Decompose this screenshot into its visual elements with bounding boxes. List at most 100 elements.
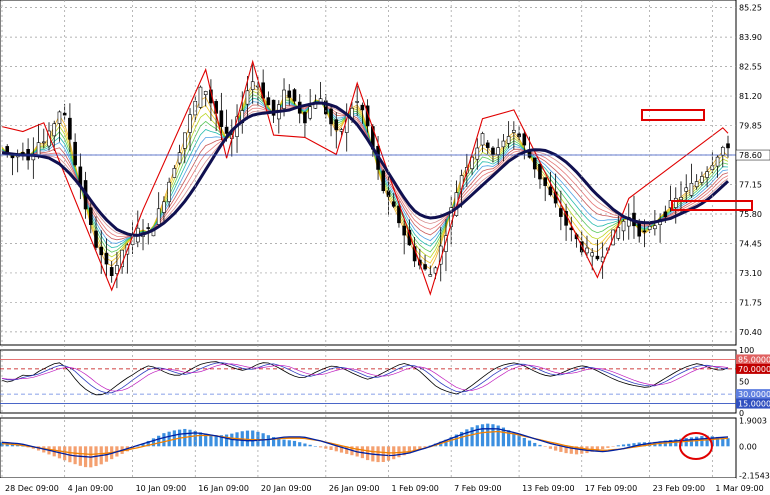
price-axis-label: 77.15 <box>739 181 762 190</box>
support-box <box>671 200 753 211</box>
macd-histogram-bar <box>721 437 725 447</box>
macd-histogram-bar <box>151 438 156 447</box>
macd-histogram-bar <box>559 446 563 452</box>
macd-histogram-bar <box>287 440 291 447</box>
macd-histogram-bar <box>564 446 568 454</box>
price-plot-area <box>0 0 737 346</box>
macd-histogram-bar <box>715 436 720 447</box>
time-axis-bg <box>0 478 736 495</box>
macd-histogram-bar <box>282 439 286 447</box>
macd-axis-label: -2.1543 <box>739 471 770 480</box>
candle-body <box>156 208 161 225</box>
moving-average-line <box>1 97 729 249</box>
stochastic-axis-label: 70.0000 <box>738 365 770 374</box>
macd-histogram-bar <box>465 429 469 447</box>
macd-histogram-bar <box>548 446 553 449</box>
candle-body <box>532 157 537 170</box>
macd-histogram-bar <box>695 436 699 447</box>
candle-body <box>99 246 104 256</box>
price-axis-label: 82.55 <box>739 63 762 72</box>
macd-histogram-bar <box>188 429 192 447</box>
macd-histogram-bar <box>319 446 323 448</box>
candle-body <box>653 225 657 230</box>
candle-body <box>198 86 203 108</box>
time-axis-label: 26 Jan 09:00 <box>329 484 380 493</box>
macd-axis-label: 1.9003 <box>739 417 767 426</box>
candle-body <box>454 192 459 216</box>
candle-body <box>543 177 547 186</box>
candle-body <box>266 97 271 106</box>
price-axis-label: 71.75 <box>739 298 762 307</box>
macd-histogram-bar <box>480 424 485 447</box>
candle-body <box>705 171 709 178</box>
candle-body <box>245 90 250 105</box>
candle-body <box>621 220 626 232</box>
macd-histogram-bar <box>574 446 579 455</box>
macd-histogram-bar <box>266 435 270 447</box>
macd-histogram-bar <box>522 437 526 447</box>
candle-body <box>355 101 359 103</box>
candle-body <box>177 152 182 164</box>
candle-body <box>559 208 563 217</box>
macd-histogram-bar <box>700 436 704 447</box>
candle-body <box>57 111 62 124</box>
macd-histogram-bar <box>413 446 417 452</box>
macd-panel[interactable]: 1.9003 0.00 -2.1543 <box>0 417 770 481</box>
candle-body <box>527 151 532 158</box>
price-panel[interactable]: 85.2583.9082.5581.2079.8578.5077.1575.80… <box>0 0 770 346</box>
macd-histogram-bar <box>533 442 537 447</box>
candle-body <box>94 230 98 248</box>
macd-histogram-bar <box>303 443 307 447</box>
candle-body <box>679 197 683 201</box>
macd-histogram-bar <box>486 423 490 447</box>
macd-histogram-bar <box>313 446 317 447</box>
candle-body <box>88 207 93 225</box>
macd-histogram-bar <box>402 446 406 456</box>
macd-histogram-bar <box>491 424 495 447</box>
macd-histogram-bar <box>507 430 511 447</box>
candle-body <box>303 112 307 124</box>
candle-body <box>271 99 276 116</box>
price-axis-label: 70.40 <box>739 328 762 337</box>
candle-body <box>381 170 386 192</box>
candle-body <box>203 91 208 96</box>
candle-body <box>167 181 171 202</box>
candle-body <box>642 230 647 233</box>
macd-histogram-bar <box>460 431 464 447</box>
macd-histogram-bar <box>470 427 474 447</box>
time-axis-label: 10 Jan 09:00 <box>136 484 187 493</box>
macd-histogram-bar <box>423 446 427 448</box>
candle-body <box>522 133 527 146</box>
main-moving-average <box>1 101 730 237</box>
candle-body <box>720 147 725 156</box>
price-axis-label: 73.10 <box>739 269 762 278</box>
macd-histogram-bar <box>146 440 150 447</box>
candle-body <box>36 142 41 156</box>
macd-histogram-bar <box>324 446 328 449</box>
level-tag <box>736 363 770 374</box>
candle-body <box>282 89 286 109</box>
candle-body <box>694 181 699 188</box>
macd-histogram-bar <box>26 446 30 448</box>
candle-body <box>480 133 485 146</box>
zigzag-line <box>1 59 729 296</box>
candle-body <box>684 187 689 192</box>
candle-body <box>616 227 621 239</box>
macd-histogram-bar <box>334 446 338 452</box>
macd-histogram-bar <box>0 442 4 447</box>
macd-histogram-bar <box>632 443 636 447</box>
stochastic-axis-label: 100 <box>739 346 754 355</box>
candle-body <box>538 163 542 180</box>
candle-body <box>172 168 177 178</box>
macd-histogram-bar <box>345 446 349 454</box>
candle-body <box>548 186 553 196</box>
macd-histogram-bar <box>444 439 448 447</box>
candle-body <box>219 110 224 127</box>
candle-body <box>334 119 339 131</box>
candle-body <box>475 147 480 160</box>
candle-body <box>595 255 600 260</box>
price-axis-label: 74.45 <box>739 239 762 248</box>
candle-body <box>360 104 365 111</box>
